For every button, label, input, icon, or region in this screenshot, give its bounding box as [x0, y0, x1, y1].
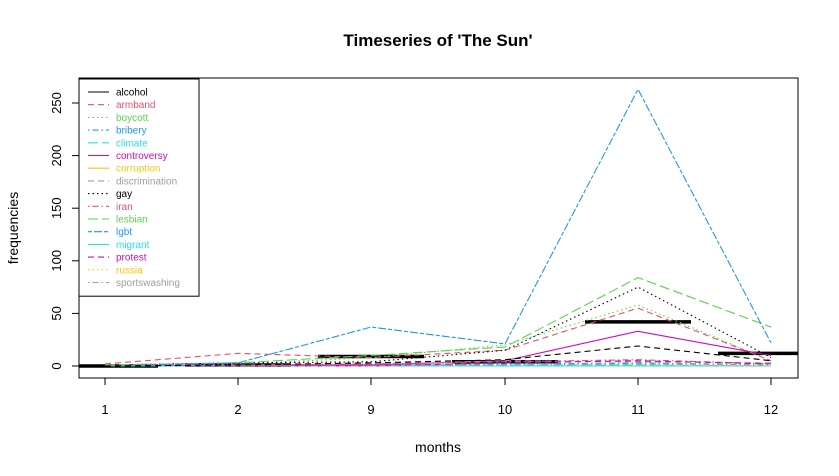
legend-box	[78, 78, 200, 297]
legend-label: russia	[116, 265, 143, 276]
series-sportswashing	[105, 363, 772, 367]
legend-label: controversy	[116, 151, 168, 162]
x-tick-label: 1	[101, 402, 108, 417]
series-line	[104, 304, 772, 366]
x-axis-label: months	[415, 439, 461, 455]
series-line	[104, 88, 772, 367]
series-armband	[104, 307, 772, 365]
y-tick-label: 50	[49, 306, 64, 320]
y-tick-label: 200	[49, 145, 64, 167]
y-tick-label: 0	[49, 362, 64, 369]
plot-area	[79, 88, 798, 368]
series-line	[104, 345, 772, 367]
legend-label: corruption	[116, 164, 160, 175]
legend-label: armband	[116, 100, 155, 111]
legend-label: iran	[116, 202, 133, 213]
x-tick-label: 9	[367, 402, 374, 417]
series-line	[105, 363, 772, 367]
series-line	[104, 286, 772, 366]
chart-title: Timeseries of 'The Sun'	[343, 31, 532, 50]
legend-label: migrant	[116, 240, 150, 251]
legend-label: climate	[116, 138, 148, 149]
y-tick-label: 100	[49, 250, 64, 272]
series-layer	[79, 88, 798, 368]
series-climate	[104, 364, 772, 367]
series-unnamed	[104, 345, 772, 367]
x-tick-label: 12	[764, 402, 778, 417]
series-line	[105, 360, 772, 367]
series-iran	[104, 359, 772, 367]
y-tick-label: 250	[49, 92, 64, 114]
x-tick-label: 10	[498, 402, 512, 417]
legend-label: lgbt	[116, 227, 132, 238]
series-protest	[105, 360, 772, 367]
legend-label: discrimination	[116, 176, 177, 187]
series-line	[104, 277, 772, 366]
legend-label: gay	[116, 189, 132, 200]
series-gay	[104, 286, 772, 366]
legend-label: sportswashing	[116, 278, 180, 289]
x-tick-label: 2	[234, 402, 241, 417]
series-line	[104, 364, 772, 367]
legend-label: lesbian	[116, 215, 148, 226]
series-lesbian	[104, 277, 772, 366]
x-tick-label: 11	[631, 402, 645, 417]
legend-label: boycott	[116, 113, 148, 124]
series-boycott	[104, 304, 772, 366]
legend-label: alcohol	[116, 88, 148, 99]
series-lgbt	[104, 88, 772, 367]
series-line	[104, 307, 772, 365]
series-line	[104, 359, 772, 367]
legend-label: bribery	[116, 126, 147, 137]
legend-label: protest	[116, 253, 147, 264]
y-tick-label: 150	[49, 197, 64, 219]
y-axis-label: frequencies	[5, 192, 21, 264]
